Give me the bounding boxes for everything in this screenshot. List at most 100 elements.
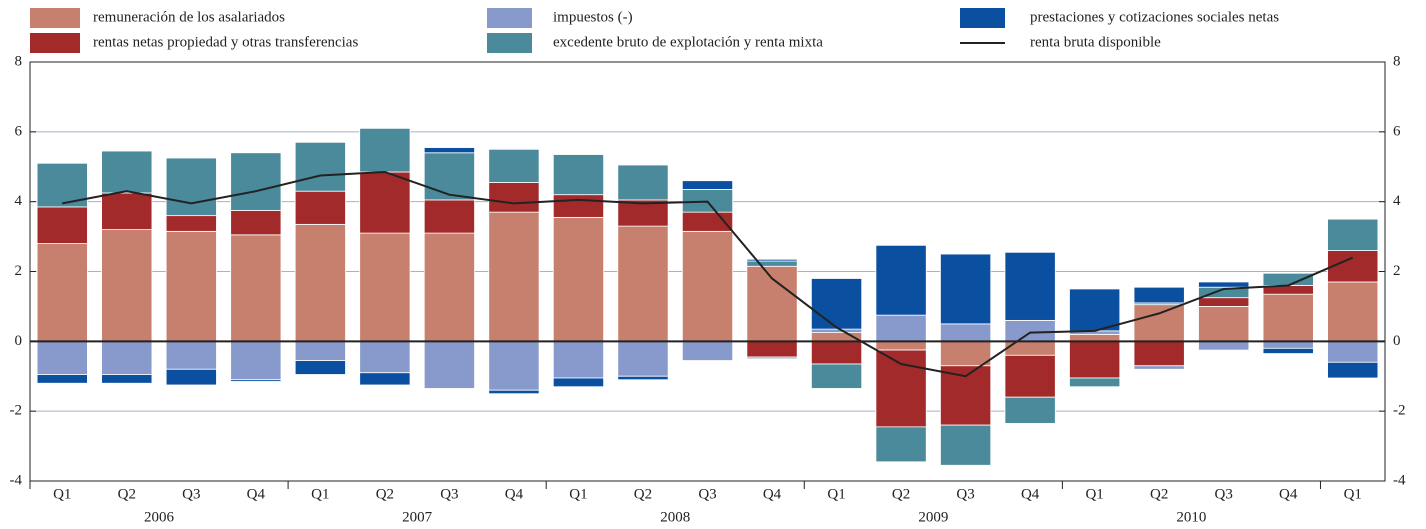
bar-segment bbox=[1327, 340, 1379, 363]
bar-segment bbox=[165, 340, 217, 370]
bar-segment bbox=[423, 199, 475, 234]
y2-tick-label: -4 bbox=[1393, 472, 1406, 488]
bar-segment bbox=[617, 225, 669, 342]
x-tick-label: Q4 bbox=[1279, 486, 1298, 502]
bar-segment bbox=[1069, 333, 1121, 342]
bar-segment bbox=[940, 253, 992, 325]
y-tick-label: 8 bbox=[15, 53, 23, 69]
bar-segment bbox=[165, 368, 217, 386]
bar-segment bbox=[423, 147, 475, 154]
x-tick-label: Q1 bbox=[1344, 486, 1362, 502]
bar-segment bbox=[746, 260, 798, 267]
x-tick-label: Q2 bbox=[1150, 486, 1168, 502]
bar-segment bbox=[294, 340, 346, 361]
bar-segment bbox=[423, 340, 475, 389]
bar-segment bbox=[488, 340, 540, 391]
y-tick-label: 2 bbox=[15, 263, 23, 279]
bar-segment bbox=[36, 243, 88, 342]
year-label: 2008 bbox=[660, 509, 690, 525]
bar-segment bbox=[359, 372, 411, 386]
bar-segment bbox=[230, 379, 282, 382]
y-tick-label: -4 bbox=[10, 472, 23, 488]
y2-tick-label: 8 bbox=[1393, 53, 1401, 69]
bar-segment bbox=[1198, 306, 1250, 342]
bar-segment bbox=[746, 258, 798, 262]
bar-segment bbox=[101, 229, 153, 342]
legend-label: prestaciones y cotizaciones sociales net… bbox=[1030, 9, 1279, 25]
bar-segment bbox=[359, 127, 411, 173]
bar-segment bbox=[1262, 272, 1314, 286]
bar-segment bbox=[940, 424, 992, 466]
y-tick-label: 0 bbox=[15, 333, 23, 349]
bar-segment bbox=[617, 164, 669, 201]
bar-segment bbox=[101, 150, 153, 194]
bar-segment bbox=[359, 340, 411, 374]
bar-segment bbox=[101, 192, 153, 230]
x-tick-label: Q4 bbox=[1021, 486, 1040, 502]
bar-segment bbox=[1133, 365, 1185, 370]
bar-segment bbox=[1198, 340, 1250, 351]
bar-segment bbox=[36, 206, 88, 244]
x-tick-label: Q1 bbox=[569, 486, 587, 502]
legend-swatch bbox=[487, 33, 532, 53]
bar-segment bbox=[294, 360, 346, 375]
bar-segment bbox=[1327, 281, 1379, 342]
legend-swatch bbox=[487, 8, 532, 28]
year-label: 2010 bbox=[1176, 509, 1206, 525]
bar-segment bbox=[552, 194, 605, 218]
x-tick-label: Q4 bbox=[247, 486, 266, 502]
legend-swatch bbox=[960, 8, 1005, 28]
y2-tick-label: 2 bbox=[1393, 263, 1401, 279]
bar-segment bbox=[230, 209, 282, 236]
y-tick-label: 4 bbox=[15, 193, 23, 209]
bar-segment bbox=[552, 340, 605, 379]
bar-segment bbox=[294, 223, 346, 342]
x-tick-label: Q2 bbox=[892, 486, 910, 502]
bar-segment bbox=[36, 374, 88, 384]
bar-segment bbox=[810, 328, 863, 334]
bar-segment bbox=[617, 375, 669, 381]
bar-segment bbox=[1327, 218, 1379, 251]
legend-label: renta bruta disponible bbox=[1030, 34, 1161, 50]
bar-segment bbox=[1069, 340, 1121, 379]
bar-segment bbox=[1133, 286, 1185, 304]
bar-segment bbox=[681, 180, 734, 190]
bar-segment bbox=[746, 340, 798, 358]
bar-segment bbox=[423, 152, 475, 201]
bar-segment bbox=[1133, 304, 1185, 342]
bar-segment bbox=[810, 363, 863, 389]
bar-segment bbox=[1004, 396, 1056, 424]
bar-segment bbox=[552, 154, 605, 196]
bar-segment bbox=[1069, 288, 1121, 332]
legend-label: remuneración de los asalariados bbox=[93, 9, 285, 25]
x-tick-label: Q3 bbox=[1215, 486, 1233, 502]
legend-swatch bbox=[30, 8, 80, 28]
x-tick-label: Q4 bbox=[763, 486, 782, 502]
bar-segment bbox=[875, 426, 927, 463]
bar-segment bbox=[359, 232, 411, 342]
bar-segment bbox=[810, 278, 863, 330]
bar-segment bbox=[746, 356, 798, 360]
bar-segment bbox=[1133, 340, 1185, 367]
bar-segment bbox=[681, 230, 734, 342]
bar-segment bbox=[617, 340, 669, 377]
bar-segment bbox=[359, 171, 411, 234]
bar-segment bbox=[1198, 297, 1250, 307]
x-tick-label: Q3 bbox=[698, 486, 716, 502]
legend-swatch bbox=[30, 33, 80, 53]
x-tick-label: Q4 bbox=[505, 486, 524, 502]
bar-segment bbox=[1198, 281, 1250, 288]
bar-segment bbox=[875, 244, 927, 316]
bar-segment bbox=[165, 215, 217, 232]
bar-segment bbox=[681, 340, 734, 361]
bar-segment bbox=[36, 340, 88, 375]
x-tick-label: Q1 bbox=[1085, 486, 1103, 502]
bar-segment bbox=[165, 230, 217, 342]
y-tick-label: -2 bbox=[10, 403, 23, 419]
bar-segment bbox=[488, 389, 540, 395]
bar-segment bbox=[488, 211, 540, 342]
bar-segment bbox=[810, 340, 863, 365]
bar-segment bbox=[101, 340, 153, 375]
bar-segment bbox=[230, 152, 282, 211]
